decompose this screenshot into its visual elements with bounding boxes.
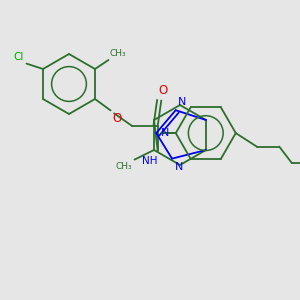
Text: N: N xyxy=(161,128,169,138)
Text: NH: NH xyxy=(142,156,157,166)
Text: O: O xyxy=(112,112,121,125)
Text: CH₃: CH₃ xyxy=(110,50,127,58)
Text: O: O xyxy=(158,84,168,97)
Text: CH₃: CH₃ xyxy=(116,162,132,171)
Text: N: N xyxy=(178,97,186,106)
Text: N: N xyxy=(174,162,183,172)
Text: Cl: Cl xyxy=(14,52,24,62)
